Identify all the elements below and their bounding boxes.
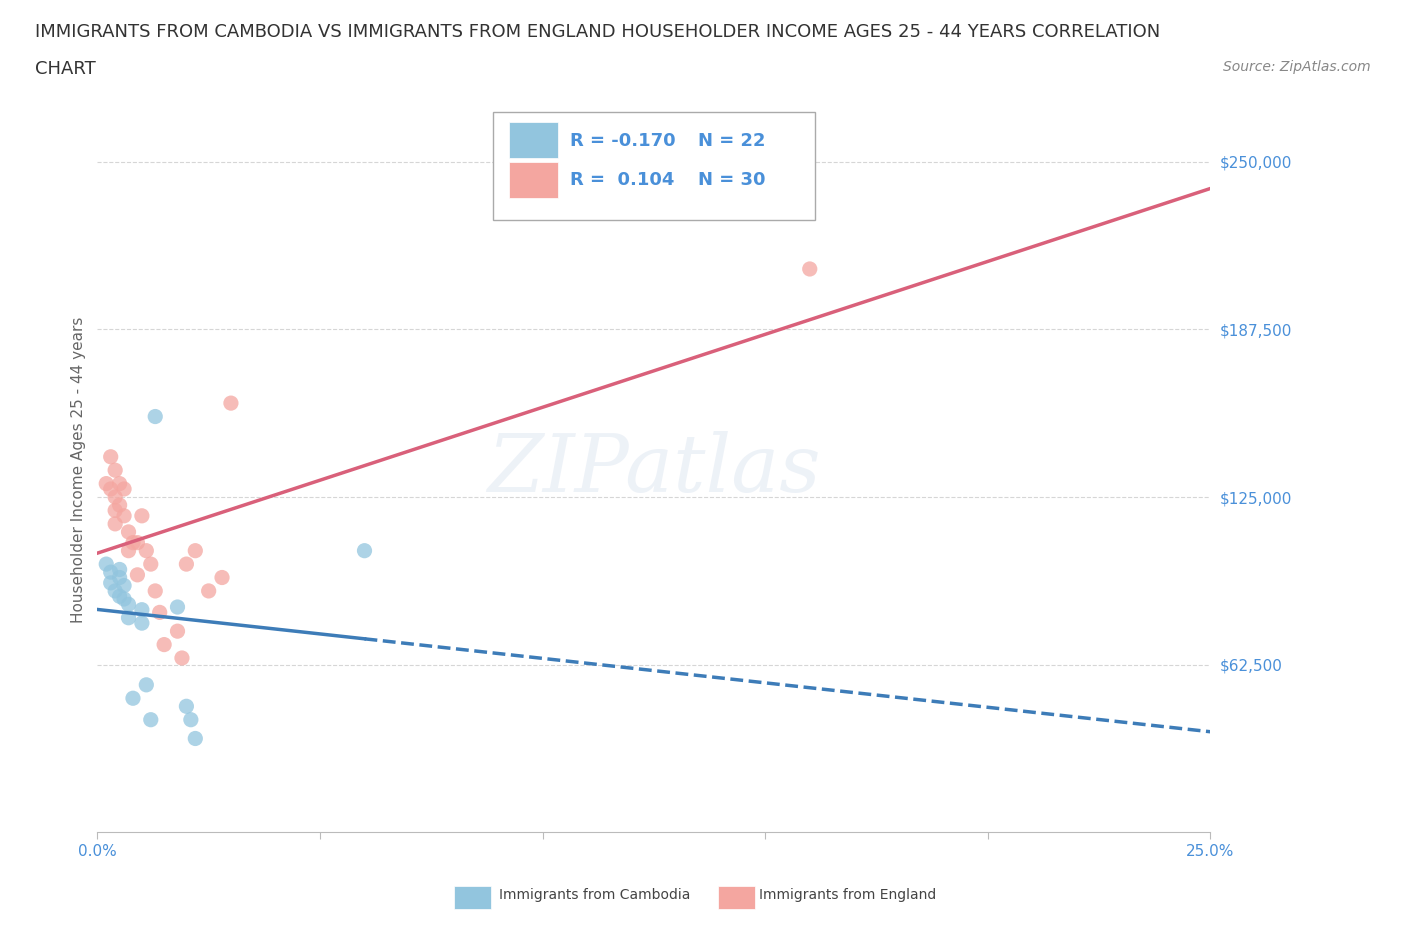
Point <box>131 509 153 524</box>
Text: Immigrants from Cambodia: Immigrants from Cambodia <box>499 887 690 902</box>
Point <box>112 482 135 497</box>
Point <box>112 509 135 524</box>
Point <box>108 498 131 512</box>
Point <box>139 712 162 727</box>
Point <box>166 624 188 639</box>
Point <box>122 691 145 706</box>
Point <box>184 543 207 558</box>
Text: CHART: CHART <box>35 60 96 78</box>
Point <box>149 604 172 619</box>
Point <box>127 535 149 550</box>
Point <box>117 543 139 558</box>
Point <box>112 591 135 606</box>
Point <box>100 482 122 497</box>
Text: N = 30: N = 30 <box>699 171 766 190</box>
Point <box>96 476 118 491</box>
Point <box>100 449 122 464</box>
Point <box>104 516 127 531</box>
FancyBboxPatch shape <box>492 112 815 220</box>
Point <box>353 543 375 558</box>
Point <box>180 712 202 727</box>
Point <box>104 583 127 598</box>
Point <box>108 589 131 604</box>
Text: Immigrants from England: Immigrants from England <box>759 887 936 902</box>
Point <box>170 651 193 666</box>
Point <box>143 583 166 598</box>
Point <box>135 677 157 692</box>
FancyBboxPatch shape <box>509 163 558 198</box>
Point <box>799 261 821 276</box>
Point <box>127 567 149 582</box>
Point <box>108 570 131 585</box>
Point <box>135 543 157 558</box>
FancyBboxPatch shape <box>509 123 558 158</box>
Point <box>219 395 242 410</box>
Point <box>176 557 198 572</box>
Point <box>166 600 188 615</box>
Point <box>117 597 139 612</box>
Point <box>122 535 145 550</box>
Text: Source: ZipAtlas.com: Source: ZipAtlas.com <box>1223 60 1371 74</box>
Point <box>131 616 153 631</box>
Point <box>143 409 166 424</box>
Point <box>139 557 162 572</box>
Point <box>108 476 131 491</box>
Text: N = 22: N = 22 <box>699 132 766 150</box>
Point <box>104 489 127 504</box>
Point <box>100 576 122 591</box>
Point <box>184 731 207 746</box>
Point <box>211 570 233 585</box>
Point <box>104 503 127 518</box>
Point <box>100 565 122 579</box>
Text: R =  0.104: R = 0.104 <box>571 171 675 190</box>
Text: R = -0.170: R = -0.170 <box>571 132 676 150</box>
Point <box>153 637 176 652</box>
Point <box>112 578 135 593</box>
Point <box>117 610 139 625</box>
Point <box>176 698 198 713</box>
Point <box>131 603 153 618</box>
Point <box>117 525 139 539</box>
Text: IMMIGRANTS FROM CAMBODIA VS IMMIGRANTS FROM ENGLAND HOUSEHOLDER INCOME AGES 25 -: IMMIGRANTS FROM CAMBODIA VS IMMIGRANTS F… <box>35 23 1160 41</box>
Text: ZIPatlas: ZIPatlas <box>486 432 821 509</box>
Y-axis label: Householder Income Ages 25 - 44 years: Householder Income Ages 25 - 44 years <box>72 317 86 623</box>
Point <box>197 583 219 598</box>
Point <box>96 557 118 572</box>
Point <box>104 463 127 478</box>
Point <box>108 562 131 577</box>
